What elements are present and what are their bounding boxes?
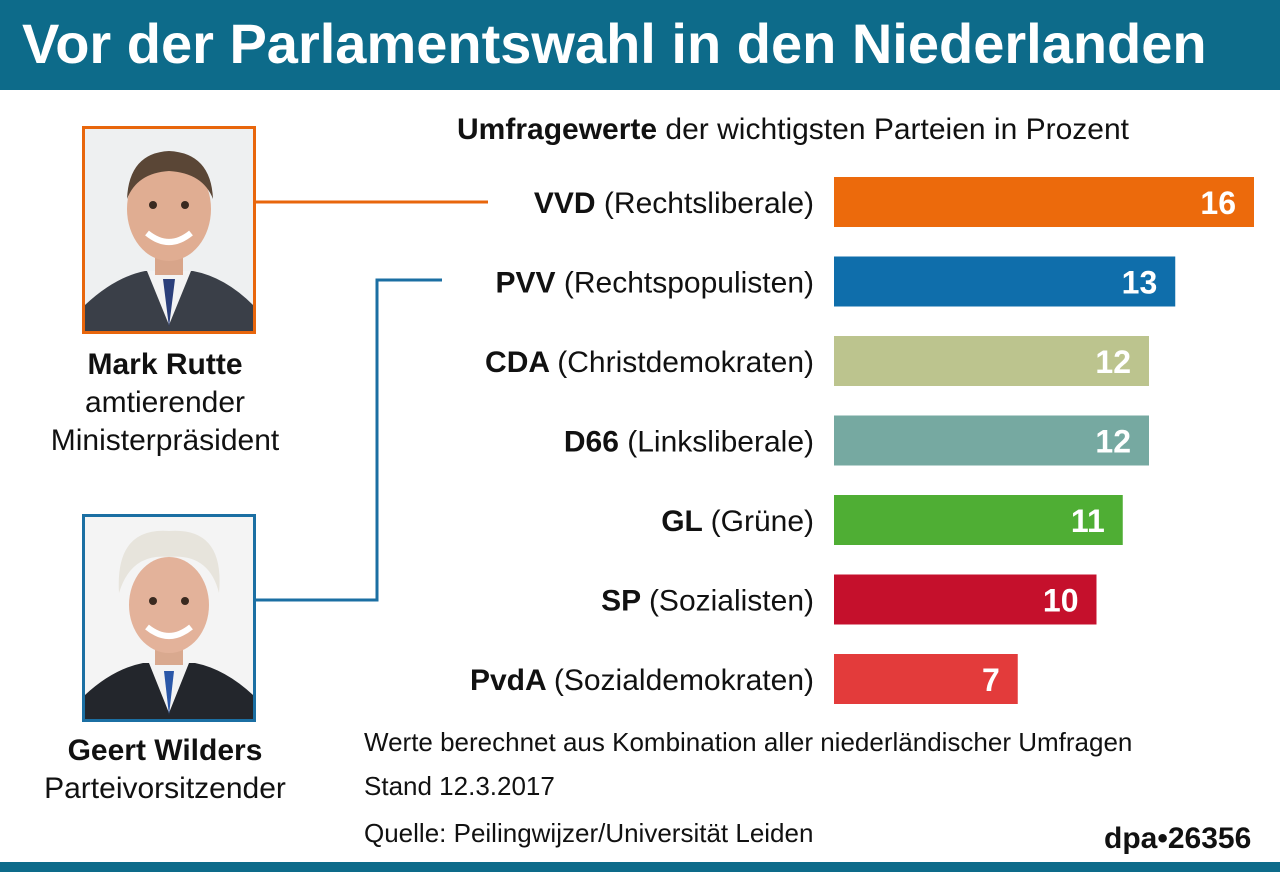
person-rutte-caption: Mark Rutte amtierender Ministerpräsident (20, 346, 310, 460)
connector-wilders-pvv (253, 278, 442, 602)
person-role: Ministerpräsident (50, 424, 280, 457)
page-title: Vor der Parlamentswahl in den Niederland… (22, 12, 1207, 75)
bar-d66 (834, 415, 1149, 466)
note-method: Werte berechnet aus Kombination aller ni… (364, 727, 1133, 757)
bar-value-label: 13 (1122, 265, 1158, 301)
person-role: Parteivorsitzender (44, 772, 286, 805)
category-label: CDA (Christdemokraten) (485, 346, 814, 379)
person-role: amtierender (84, 386, 246, 419)
category-full: (Sozialisten) (649, 585, 814, 618)
category-abbr: CDA (485, 346, 557, 379)
bar-value-label: 12 (1095, 424, 1131, 460)
category-abbr: PVV (496, 267, 564, 300)
dpa-credit: dpa•26356 (1104, 822, 1252, 855)
note-date: Stand 12.3.2017 (364, 771, 555, 801)
category-abbr: PvdA (470, 664, 554, 697)
category-label: D66 (Linksliberale) (564, 426, 814, 459)
chart-subtitle-bold: Umfragewerte (457, 113, 658, 146)
category-full: (Grüne) (711, 505, 814, 538)
category-label: PvdA (Sozialdemokraten) (470, 664, 814, 697)
category-label: SP (Sozialisten) (601, 585, 814, 618)
person-wilders-caption: Geert Wilders Parteivorsitzender (20, 732, 310, 808)
category-abbr: SP (601, 585, 649, 618)
chart-subtitle-rest: der wichtigsten Parteien in Prozent (657, 113, 1129, 146)
category-full: (Linksliberale) (627, 426, 814, 459)
portrait-wilders-graphic (85, 517, 253, 719)
bar-value-label: 10 (1043, 583, 1079, 619)
chart-subtitle: Umfragewerte der wichtigsten Parteien in… (457, 112, 1237, 148)
category-abbr: GL (661, 505, 710, 538)
bar-value-label: 12 (1095, 344, 1131, 380)
bar-value-label: 11 (1071, 503, 1105, 539)
connector-lines (253, 200, 488, 602)
category-full: (Christdemokraten) (557, 346, 814, 379)
bar-value-label: 16 (1200, 185, 1236, 221)
person-name: Geert Wilders (67, 734, 263, 767)
category-label: PVV (Rechtspopulisten) (496, 267, 815, 300)
photo-mark-rutte (82, 126, 256, 334)
bar-pvda (834, 654, 1018, 704)
note-source: Quelle: Peilingwijzer/Universität Leiden (364, 818, 814, 848)
category-full: (Sozialdemokraten) (554, 664, 814, 697)
bar-cda (834, 336, 1149, 386)
portrait-rutte-graphic (85, 129, 253, 331)
bar-group: 16 VVD (Rechtsliberale) 13 PVV (Rechtspopul… (470, 177, 1254, 704)
bar-value-label: 7 (982, 662, 1000, 698)
bar-gl (834, 495, 1123, 545)
category-label: GL (Grüne) (661, 505, 814, 538)
person-name: Mark Rutte (87, 348, 243, 381)
category-label: VVD (Rechtsliberale) (534, 187, 814, 220)
category-full: (Rechtspopulisten) (564, 267, 814, 300)
category-full: (Rechtsliberale) (604, 187, 814, 220)
category-abbr: VVD (534, 187, 604, 220)
bar-pvv (834, 256, 1176, 307)
category-abbr: D66 (564, 426, 627, 459)
footer-bar (0, 862, 1280, 872)
photo-geert-wilders (82, 514, 256, 722)
bar-vvd (834, 177, 1254, 227)
header-bar: Vor der Parlamentswahl in den Niederland… (0, 0, 1280, 90)
bar-sp (834, 574, 1097, 625)
